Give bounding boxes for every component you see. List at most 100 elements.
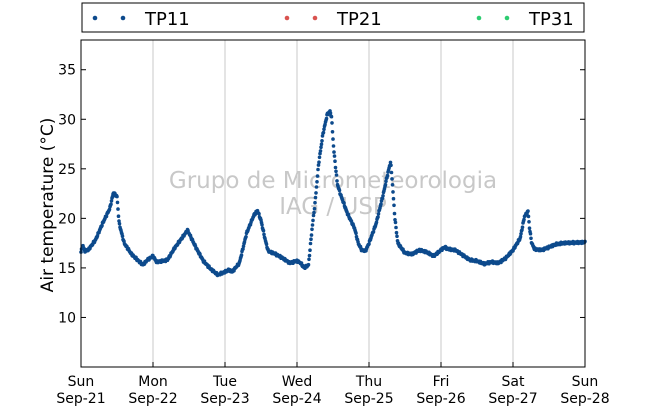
x-tick-date-label: Sep-23 [200,391,249,407]
data-point [324,116,329,121]
watermark-line-2: IAG / USP [279,194,387,220]
data-point [332,154,337,158]
data-point [391,190,395,194]
data-point [322,127,326,131]
data-point [260,223,264,227]
data-point [310,223,315,227]
data-point [379,202,383,206]
x-tick-day-label: Tue [212,374,237,390]
data-point [392,211,397,216]
data-point [319,145,323,149]
data-point [390,177,394,181]
x-tick-day-label: Mon [138,374,168,390]
data-point [383,182,388,187]
data-point [376,212,381,216]
series-tp11 [79,109,587,278]
data-point [330,121,334,125]
data-point [330,130,335,134]
data-point [391,196,396,201]
legend-marker [504,15,510,21]
x-tick-day-label: Sun [68,374,95,390]
data-point [312,210,316,215]
data-point [388,160,393,165]
legend-marker [120,15,126,21]
data-point [390,183,395,187]
x-tick-date-label: Sep-25 [344,391,393,407]
x-tick-date-label: Sep-27 [488,391,537,407]
data-point [376,215,380,219]
data-point [374,220,379,225]
data-point [316,163,321,167]
data-point [385,173,390,178]
y-tick-label: 30 [58,112,76,128]
x-tick-day-label: Sat [502,374,525,390]
data-point [316,167,320,172]
data-points [79,109,587,278]
data-point [311,213,316,218]
legend: TP11 TP21 TP31 [81,2,585,33]
data-point [328,111,333,115]
data-point [395,234,399,239]
data-point [244,235,248,239]
axis-ticks: 101520253035SunSep-21MonSep-22TueSep-23W… [56,63,609,407]
data-point [384,179,388,184]
data-point [95,233,100,238]
data-point [318,149,323,153]
data-point [528,231,533,236]
data-point [117,221,122,226]
data-point [109,202,113,207]
y-tick-label: 25 [58,162,76,178]
data-point [394,225,398,230]
data-point [307,257,311,262]
legend-marker [312,15,318,21]
data-point [527,220,531,224]
x-tick-date-label: Sep-28 [560,391,609,407]
data-point [333,159,337,163]
data-point [335,179,339,183]
data-point [518,234,523,239]
data-point [100,223,104,228]
data-point [522,217,526,222]
data-point [115,194,119,199]
data-point [393,220,398,225]
data-point [120,234,125,238]
data-point [314,191,318,195]
data-point [334,169,338,174]
data-point [331,144,336,148]
x-tick-day-label: Thu [355,374,382,390]
data-point [264,242,269,246]
data-point [241,244,246,249]
data-point [367,242,371,246]
data-point [311,218,315,223]
data-point [306,262,311,267]
data-point [526,209,530,213]
data-point [241,247,245,251]
legend-label-tp11: TP11 [144,9,190,30]
data-point [116,214,121,218]
data-point [314,185,319,189]
data-point [313,195,318,200]
data-point [313,200,317,205]
data-point [308,241,313,246]
data-point [107,207,112,212]
data-point [520,228,524,232]
data-point [262,232,266,237]
data-point [381,194,385,198]
y-tick-label: 20 [58,211,76,227]
data-point [309,237,313,241]
legend-frame [81,2,585,33]
legend-marker [284,15,290,21]
data-point [392,203,396,208]
data-point [333,165,338,170]
data-point [329,114,334,119]
data-point [307,253,312,258]
data-point [529,236,533,241]
grid-lines [152,40,514,367]
data-point [334,173,339,177]
watermark-line-1: Grupo de Micrometeorologia [169,168,497,194]
data-point [394,230,399,235]
y-axis-label: Air temperature (°C) [38,118,58,293]
data-point [318,151,322,156]
y-tick-label: 10 [58,310,76,326]
data-point [527,226,532,230]
